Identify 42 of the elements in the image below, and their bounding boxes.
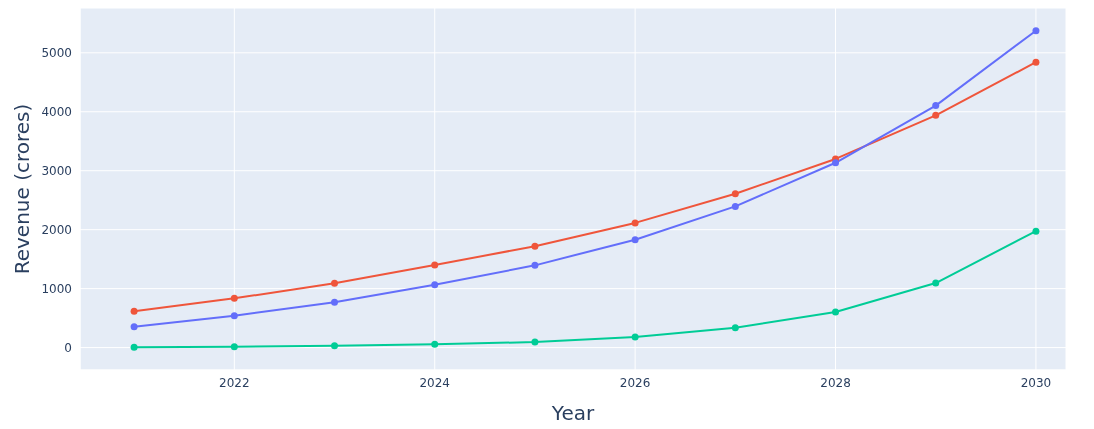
x-tick-label: 2028 xyxy=(820,375,851,390)
point xyxy=(431,261,439,269)
y-tick-label: 0 xyxy=(64,340,72,355)
point xyxy=(331,298,339,306)
point xyxy=(1032,27,1040,35)
point xyxy=(431,340,439,348)
x-tick-label: 2024 xyxy=(419,375,450,390)
point xyxy=(230,343,238,351)
point xyxy=(631,219,639,227)
point xyxy=(932,102,940,110)
point xyxy=(531,242,539,250)
point xyxy=(230,312,238,320)
point xyxy=(1032,58,1040,66)
y-axis-title: Revenue (crores) xyxy=(10,103,35,275)
point xyxy=(130,323,138,331)
point xyxy=(731,202,739,210)
point xyxy=(230,294,238,302)
point xyxy=(431,281,439,289)
point xyxy=(130,307,138,315)
point xyxy=(531,261,539,269)
x-tick-label: 2030 xyxy=(1020,375,1052,390)
y-tick-label: 5000 xyxy=(41,46,72,61)
point xyxy=(531,338,539,346)
point xyxy=(731,324,739,332)
x-tick-label: 2022 xyxy=(219,375,250,390)
y-tick-label: 4000 xyxy=(41,105,72,120)
point xyxy=(932,279,940,287)
point xyxy=(731,190,739,198)
point xyxy=(130,343,138,351)
point xyxy=(631,333,639,341)
point xyxy=(331,279,339,287)
x-axis-title: Year xyxy=(550,401,595,425)
y-tick-label: 1000 xyxy=(41,281,72,296)
y-tick-label: 3000 xyxy=(41,163,72,178)
point xyxy=(1032,227,1040,235)
point xyxy=(832,308,840,316)
point xyxy=(832,159,840,167)
point xyxy=(331,342,339,350)
point xyxy=(932,111,940,119)
point xyxy=(631,236,639,244)
x-tick-label: 2026 xyxy=(619,375,651,390)
y-tick-label: 2000 xyxy=(41,222,72,237)
